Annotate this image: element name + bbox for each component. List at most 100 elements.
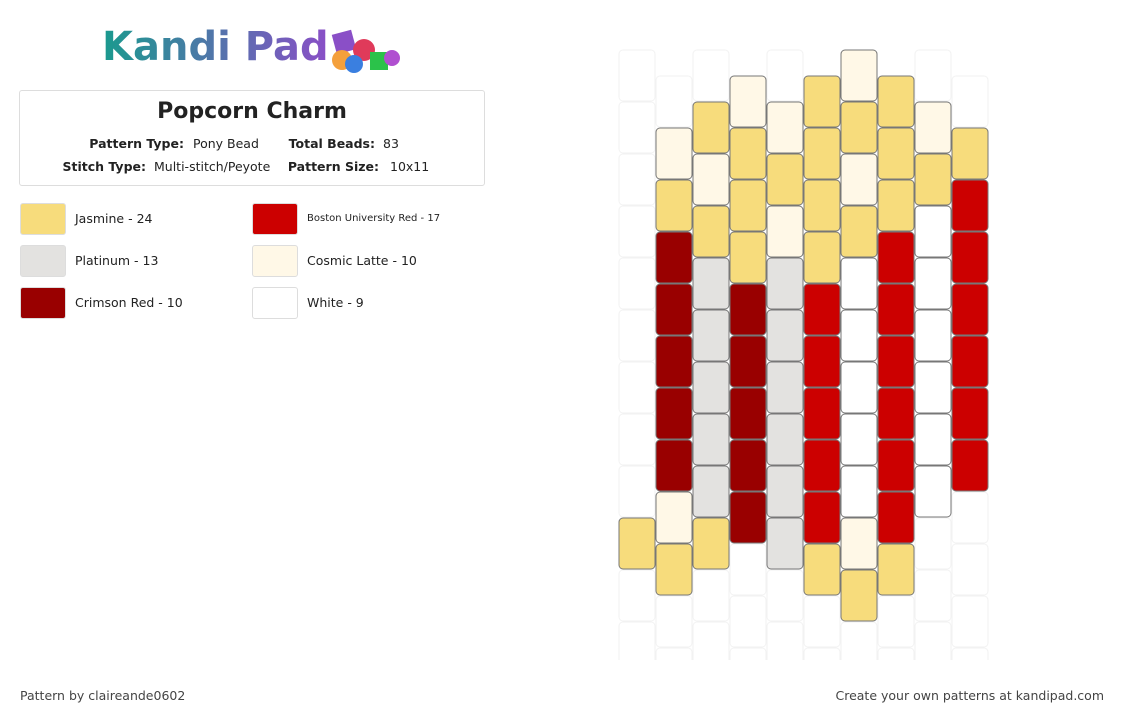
- bead: [877, 179, 915, 232]
- bead: [877, 439, 915, 492]
- promo: Create your own patterns at kandipad.com: [835, 688, 1104, 703]
- bead: [803, 127, 841, 180]
- empty-bead: [618, 621, 656, 660]
- bead: [840, 517, 878, 570]
- bead: [951, 179, 989, 232]
- bead: [655, 491, 693, 544]
- bead: [840, 205, 878, 258]
- empty-bead: [914, 517, 952, 570]
- bead: [914, 101, 952, 154]
- logo: Kandi Pad: [102, 24, 329, 70]
- empty-bead: [877, 595, 915, 648]
- bead: [914, 309, 952, 362]
- bead: [914, 465, 952, 518]
- info-card: Popcorn Charm Pattern Type: Pony Bead To…: [19, 90, 485, 186]
- empty-bead: [803, 647, 841, 660]
- field-value: Multi-stitch/Peyote: [154, 159, 271, 174]
- legend-label: Platinum - 13: [75, 253, 159, 268]
- field-label: Total Beads:: [288, 136, 375, 151]
- bead: [877, 543, 915, 596]
- bead: [840, 413, 878, 466]
- bead: [840, 465, 878, 518]
- bead: [914, 361, 952, 414]
- bead: [840, 49, 878, 102]
- bead: [729, 491, 767, 544]
- bead: [692, 153, 730, 206]
- legend-label: Jasmine - 24: [75, 211, 153, 226]
- bead: [766, 257, 804, 310]
- legend-swatch: [20, 203, 66, 235]
- bead: [692, 257, 730, 310]
- bead: [877, 231, 915, 284]
- field-label: Pattern Type:: [89, 136, 184, 151]
- bead: [766, 205, 804, 258]
- bead: [729, 127, 767, 180]
- bead: [729, 439, 767, 492]
- empty-bead: [618, 465, 656, 518]
- bead: [803, 439, 841, 492]
- empty-bead: [692, 569, 730, 622]
- empty-bead: [618, 205, 656, 258]
- empty-bead: [803, 595, 841, 648]
- bead: [766, 153, 804, 206]
- field-value: 83: [383, 136, 399, 151]
- empty-bead: [951, 491, 989, 544]
- bead: [951, 335, 989, 388]
- bead: [655, 231, 693, 284]
- bead: [766, 413, 804, 466]
- logo-icon: [331, 29, 400, 73]
- legend-swatch: [252, 203, 298, 235]
- empty-bead: [618, 49, 656, 102]
- legend-label: Boston University Red - 17: [307, 213, 441, 224]
- bead: [951, 387, 989, 440]
- empty-bead: [618, 153, 656, 206]
- empty-bead: [840, 621, 878, 660]
- bead: [729, 387, 767, 440]
- empty-bead: [877, 647, 915, 660]
- bead: [692, 205, 730, 258]
- bead: [766, 517, 804, 570]
- empty-bead: [692, 49, 730, 102]
- bead: [729, 283, 767, 336]
- empty-bead: [951, 75, 989, 128]
- legend-swatch: [252, 287, 298, 319]
- bead: [840, 361, 878, 414]
- bead: [692, 309, 730, 362]
- empty-bead: [655, 595, 693, 648]
- empty-bead: [951, 647, 989, 660]
- empty-bead: [729, 543, 767, 596]
- bead: [803, 283, 841, 336]
- empty-bead: [766, 49, 804, 102]
- empty-bead: [618, 413, 656, 466]
- bead: [840, 153, 878, 206]
- bead: [951, 283, 989, 336]
- bead: [692, 413, 730, 466]
- bead: [877, 283, 915, 336]
- empty-bead: [729, 595, 767, 648]
- legend-label: White - 9: [307, 295, 364, 310]
- empty-bead: [766, 621, 804, 660]
- bead: [655, 439, 693, 492]
- empty-bead: [914, 569, 952, 622]
- bead: [914, 153, 952, 206]
- bead: [655, 335, 693, 388]
- bead: [877, 75, 915, 128]
- legend-label: Crimson Red - 10: [75, 295, 183, 310]
- bead: [877, 127, 915, 180]
- bead: [729, 335, 767, 388]
- bead: [877, 335, 915, 388]
- bead: [840, 309, 878, 362]
- empty-bead: [692, 621, 730, 660]
- empty-bead: [914, 621, 952, 660]
- bead: [840, 257, 878, 310]
- author: Pattern by claireande0602: [20, 688, 186, 703]
- bead: [766, 309, 804, 362]
- bead: [803, 543, 841, 596]
- bead: [803, 75, 841, 128]
- empty-bead: [951, 595, 989, 648]
- bead: [766, 361, 804, 414]
- bead: [655, 127, 693, 180]
- bead: [951, 439, 989, 492]
- bead: [729, 75, 767, 128]
